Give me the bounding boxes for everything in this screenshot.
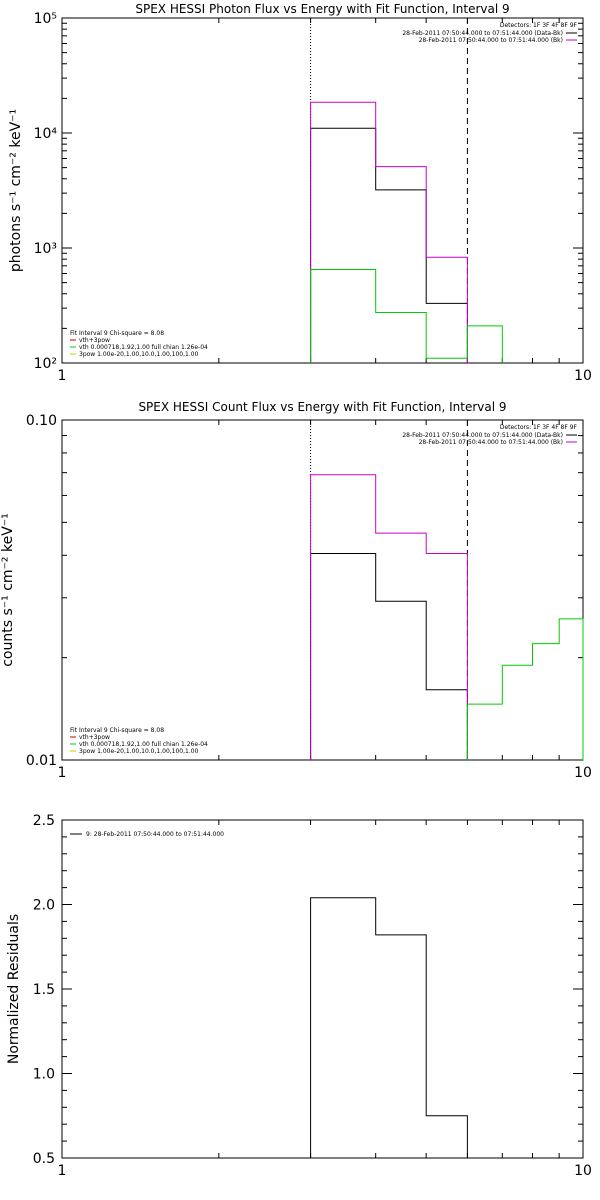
x-tick-label: 1	[58, 1163, 67, 1179]
legend-entry: 28-Feb-2011 07:50:44.000 to 07:51:44.000…	[402, 30, 563, 37]
x-tick-label: 10	[574, 368, 592, 384]
y-tick-label: 0.01	[26, 753, 57, 769]
y-tick-label: 10²	[34, 356, 57, 372]
y-axis-label: Normalized Residuals	[6, 914, 22, 1064]
residuals-panel: 1 10 0.5 1.0 1.5 2.0 2.5 Normalized Residuals 9:…	[6, 813, 592, 1179]
legend-header: Detectors: 1F 3F 4F 8F 9F	[500, 424, 578, 431]
series-histogram-0	[311, 898, 468, 1158]
series-histogram-1	[311, 475, 468, 760]
y-tick-label: 0.5	[33, 1151, 55, 1167]
plot-frame	[62, 18, 583, 363]
chart-title: SPEX HESSI Photon Flux vs Energy with Fi…	[135, 2, 509, 16]
legend-entry: 28-Feb-2011 07:50:44.000 to 07:51:44.000…	[402, 432, 563, 439]
chart-title: SPEX HESSI Count Flux vs Energy with Fit…	[138, 400, 506, 414]
series-histogram-2	[467, 619, 583, 760]
photon-flux-panel: 1 10 10² 10³ 10⁴ 10⁵ SPEX HESSI Photon Flux vs…	[8, 2, 592, 384]
y-tick-label: 10⁵	[34, 11, 57, 27]
fit-info-header: Fit Interval 9 Chi-square = 8.08	[70, 727, 164, 734]
x-tick-label: 10	[574, 765, 592, 781]
fit-info-entry: vth 0.000718,1.92,1.00 full chian 1.26e-…	[79, 344, 208, 351]
x-tick-label: 1	[58, 368, 67, 384]
fit-info-entry: 3pow 1.00e-20,1.00,10.0,1.00,100,1.00	[79, 351, 199, 358]
legend-entry: 28-Feb-2011 07:50:44.000 to 07:51:44.000…	[419, 439, 563, 446]
plot-frame	[62, 420, 583, 760]
legend-entry: 28-Feb-2011 07:50:44.000 to 07:51:44.000…	[419, 37, 563, 44]
plot-frame	[62, 820, 583, 1158]
series-histogram-0	[311, 554, 468, 761]
y-axis-label: counts s⁻¹ cm⁻² keV⁻¹	[0, 513, 16, 667]
y-tick-label: 1.0	[33, 1067, 55, 1083]
x-tick-label: 10	[574, 1163, 592, 1179]
x-tick-label: 1	[58, 765, 67, 781]
count-flux-panel: 1 10 0.01 0.10 SPEX HESSI Count Flux vs Ener…	[0, 400, 592, 781]
fit-info-entry: vth 0.000718,1.92,1.00 full chian 1.26e-…	[79, 741, 208, 748]
series-histogram-1	[311, 102, 468, 363]
y-tick-label: 10³	[34, 241, 57, 257]
fit-info-header: Fit Interval 9 Chi-square = 8.08	[70, 330, 164, 337]
legend-header: Detectors: 1F 3F 4F 8F 9F	[500, 22, 578, 29]
legend-entry: 9: 28-Feb-2011 07:50:44.000 to 07:51:44.…	[86, 831, 224, 838]
y-tick-label: 2.5	[33, 813, 55, 829]
y-tick-label: 0.10	[26, 413, 57, 429]
fit-info-entry: 3pow 1.00e-20,1.00,10.0,1.00,100,1.00	[79, 748, 199, 755]
y-tick-label: 10⁴	[34, 126, 58, 142]
fit-info-entry: vth+3pow	[79, 337, 110, 344]
y-axis-label: photons s⁻¹ cm⁻² keV⁻¹	[8, 109, 24, 272]
fit-info-entry: vth+3pow	[79, 734, 110, 741]
y-tick-label: 2.0	[33, 898, 55, 914]
series-histogram-2	[311, 270, 503, 364]
y-tick-label: 1.5	[33, 982, 55, 998]
series-histogram-0	[311, 128, 468, 363]
